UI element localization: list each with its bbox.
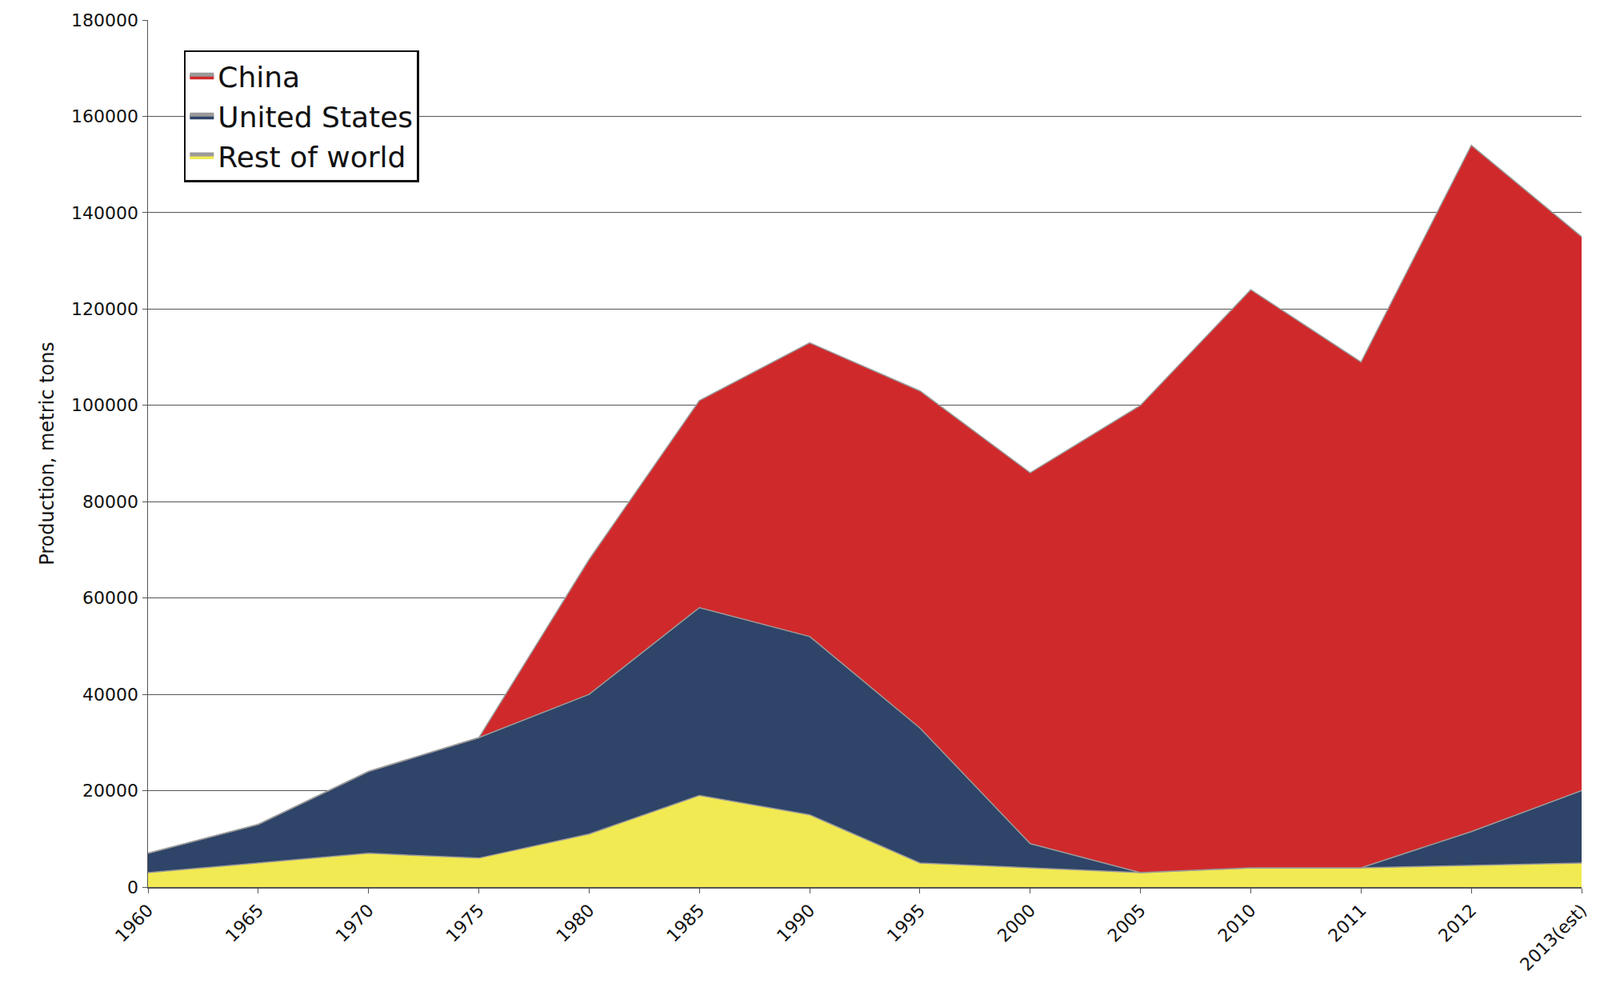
svg-text:120000: 120000 <box>71 299 139 320</box>
svg-text:Rest of world: Rest of world <box>217 140 406 174</box>
svg-text:2010: 2010 <box>1213 900 1260 947</box>
svg-text:140000: 140000 <box>71 203 139 224</box>
svg-text:United States: United States <box>217 100 413 134</box>
svg-text:100000: 100000 <box>71 395 139 416</box>
svg-text:1980: 1980 <box>552 900 598 947</box>
svg-text:1970: 1970 <box>332 900 378 947</box>
svg-text:40000: 40000 <box>82 684 139 705</box>
svg-text:0: 0 <box>127 877 139 898</box>
svg-text:2012: 2012 <box>1434 900 1480 947</box>
svg-text:China: China <box>217 60 300 94</box>
svg-text:2000: 2000 <box>993 900 1040 947</box>
svg-text:1960: 1960 <box>111 900 157 947</box>
svg-text:180000: 180000 <box>71 10 139 31</box>
svg-text:1995: 1995 <box>883 900 929 947</box>
svg-text:Production, metric tons: Production, metric tons <box>36 341 59 566</box>
svg-text:1965: 1965 <box>221 900 268 947</box>
svg-text:1985: 1985 <box>662 900 708 947</box>
svg-text:80000: 80000 <box>82 492 139 512</box>
svg-text:1990: 1990 <box>772 900 819 947</box>
svg-text:160000: 160000 <box>71 106 139 127</box>
svg-text:20000: 20000 <box>82 780 139 801</box>
svg-text:1975: 1975 <box>442 900 488 947</box>
svg-text:2011: 2011 <box>1324 900 1370 947</box>
svg-text:2005: 2005 <box>1104 900 1150 947</box>
svg-text:60000: 60000 <box>82 588 139 608</box>
svg-text:2013(est): 2013(est) <box>1516 900 1591 976</box>
